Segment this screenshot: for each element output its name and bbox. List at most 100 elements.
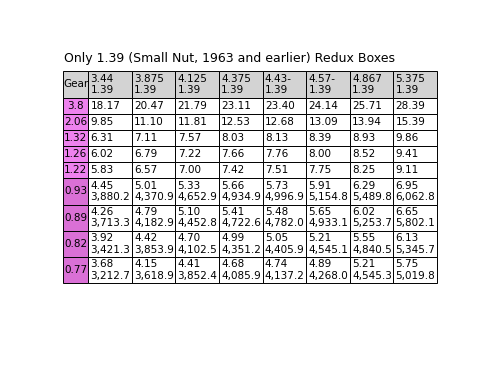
Text: 5.91
5,154.8: 5.91 5,154.8 (308, 181, 348, 202)
Bar (88, 71, 132, 98)
Bar (132, 146, 175, 162)
Bar (88, 257, 132, 283)
Bar (63, 130, 88, 146)
Bar (263, 162, 306, 178)
Text: 3.44
1.39: 3.44 1.39 (90, 74, 114, 95)
Bar (263, 114, 306, 130)
Bar (393, 146, 437, 162)
Text: 11.10: 11.10 (134, 117, 164, 127)
Text: 4.15
3,618.9: 4.15 3,618.9 (134, 259, 174, 281)
Bar (88, 178, 132, 205)
Bar (88, 162, 132, 178)
Bar (263, 146, 306, 162)
Bar (175, 162, 219, 178)
Bar (350, 205, 393, 231)
Bar (132, 162, 175, 178)
Bar (393, 231, 437, 257)
Text: 5.75
5,019.8: 5.75 5,019.8 (396, 259, 435, 281)
Bar (132, 98, 175, 114)
Text: 11.81: 11.81 (178, 117, 207, 127)
Text: 0.77: 0.77 (64, 265, 87, 275)
Bar (393, 98, 437, 114)
Text: 0.82: 0.82 (64, 239, 87, 249)
Bar (88, 114, 132, 130)
Text: 8.25: 8.25 (352, 165, 375, 175)
Text: 5.05
4,405.9: 5.05 4,405.9 (265, 233, 305, 255)
Bar (306, 71, 350, 98)
Bar (219, 178, 263, 205)
Bar (263, 257, 306, 283)
Text: 5.48
4,782.0: 5.48 4,782.0 (265, 207, 305, 229)
Text: 6.57: 6.57 (134, 165, 157, 175)
Bar (350, 98, 393, 114)
Text: 5.10
4,452.8: 5.10 4,452.8 (178, 207, 218, 229)
Text: 1.22: 1.22 (64, 165, 87, 175)
Bar (393, 178, 437, 205)
Text: 7.22: 7.22 (178, 149, 201, 159)
Bar (263, 71, 306, 98)
Text: 8.03: 8.03 (221, 133, 244, 143)
Bar (175, 231, 219, 257)
Text: 4.43-
1.39: 4.43- 1.39 (265, 74, 292, 95)
Bar (306, 231, 350, 257)
Bar (306, 130, 350, 146)
Bar (350, 130, 393, 146)
Text: 21.79: 21.79 (178, 101, 207, 111)
Bar (88, 130, 132, 146)
Text: 28.39: 28.39 (396, 101, 426, 111)
Bar (219, 162, 263, 178)
Bar (63, 205, 88, 231)
Bar (175, 114, 219, 130)
Bar (63, 114, 88, 130)
Text: 0.89: 0.89 (64, 213, 87, 223)
Bar (63, 231, 88, 257)
Bar (132, 231, 175, 257)
Text: 12.68: 12.68 (265, 117, 295, 127)
Bar (175, 98, 219, 114)
Text: 5.375
1.39: 5.375 1.39 (396, 74, 426, 95)
Text: 7.66: 7.66 (221, 149, 244, 159)
Bar (175, 205, 219, 231)
Text: 4.89
4,268.0: 4.89 4,268.0 (308, 259, 348, 281)
Text: 6.79: 6.79 (134, 149, 157, 159)
Text: 5.21
4,545.1: 5.21 4,545.1 (308, 233, 348, 255)
Text: 25.71: 25.71 (352, 101, 382, 111)
Text: Gear: Gear (63, 79, 88, 90)
Bar (350, 231, 393, 257)
Text: 20.47: 20.47 (134, 101, 164, 111)
Text: 23.40: 23.40 (265, 101, 295, 111)
Bar (263, 178, 306, 205)
Bar (63, 71, 88, 98)
Bar (175, 71, 219, 98)
Bar (132, 257, 175, 283)
Text: 9.41: 9.41 (396, 149, 419, 159)
Bar (263, 98, 306, 114)
Bar (306, 98, 350, 114)
Bar (393, 257, 437, 283)
Text: 8.13: 8.13 (265, 133, 288, 143)
Text: 6.65
5,802.1: 6.65 5,802.1 (396, 207, 435, 229)
Text: 5.83: 5.83 (90, 165, 114, 175)
Bar (175, 146, 219, 162)
Bar (306, 257, 350, 283)
Bar (88, 205, 132, 231)
Bar (350, 257, 393, 283)
Bar (63, 257, 88, 283)
Bar (132, 130, 175, 146)
Text: 7.51: 7.51 (265, 165, 288, 175)
Text: 5.73
4,996.9: 5.73 4,996.9 (265, 181, 305, 202)
Bar (63, 146, 88, 162)
Text: 7.11: 7.11 (134, 133, 157, 143)
Text: 3.875
1.39: 3.875 1.39 (134, 74, 164, 95)
Text: 15.39: 15.39 (396, 117, 426, 127)
Bar (393, 162, 437, 178)
Bar (175, 178, 219, 205)
Text: 7.76: 7.76 (265, 149, 288, 159)
Bar (350, 146, 393, 162)
Bar (132, 205, 175, 231)
Bar (219, 257, 263, 283)
Text: 3.8: 3.8 (67, 101, 84, 111)
Bar (306, 114, 350, 130)
Text: 2.06: 2.06 (64, 117, 87, 127)
Text: 4.74
4,137.2: 4.74 4,137.2 (265, 259, 305, 281)
